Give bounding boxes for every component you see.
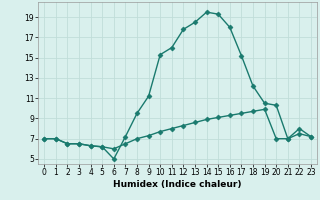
X-axis label: Humidex (Indice chaleur): Humidex (Indice chaleur) <box>113 180 242 189</box>
